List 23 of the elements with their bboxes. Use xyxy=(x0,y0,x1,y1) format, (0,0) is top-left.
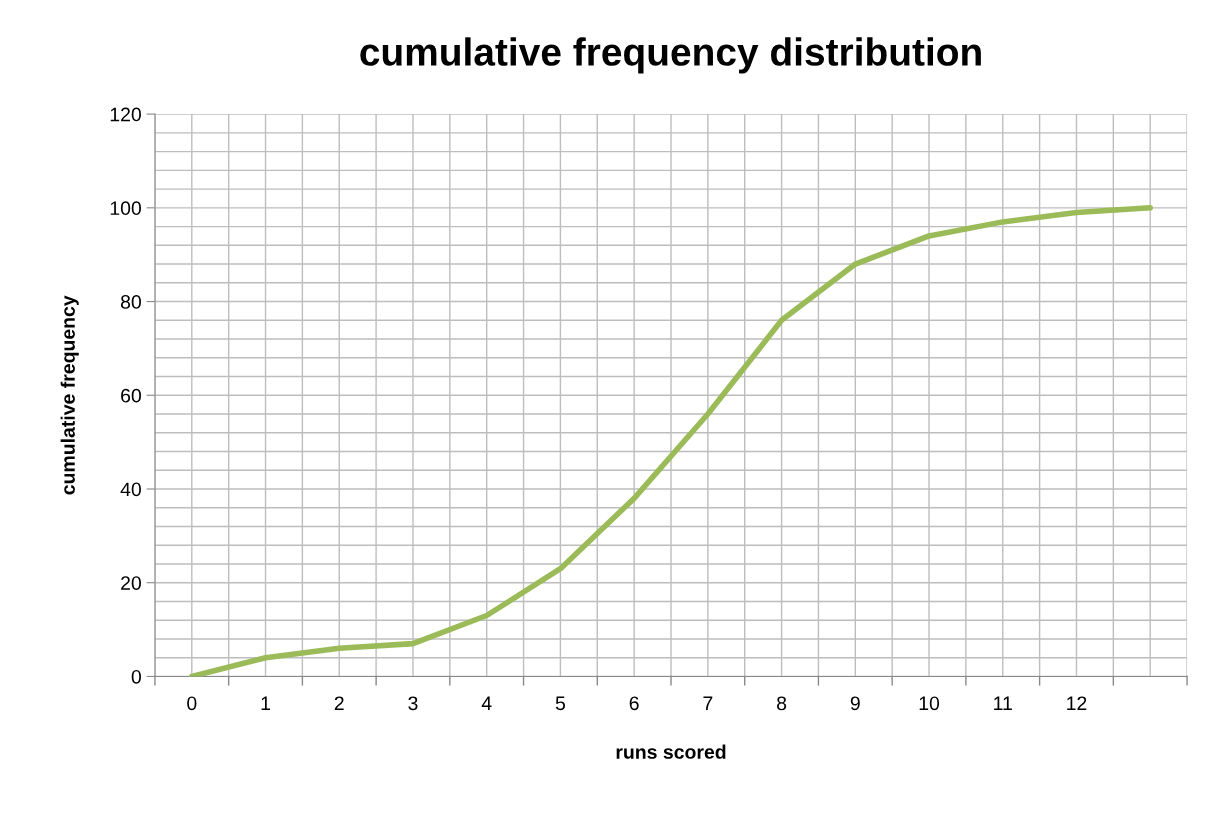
x-axis-title: runs scored xyxy=(616,744,726,759)
x-tick-label: 3 xyxy=(408,696,418,711)
y-tick-label: 80 xyxy=(120,295,141,309)
x-tick-label: 4 xyxy=(481,696,492,710)
y-tick-label: 100 xyxy=(110,201,141,216)
y-tick-label: 60 xyxy=(121,388,141,403)
x-tick-label: 11 xyxy=(994,696,1012,710)
x-tick-label: 6 xyxy=(629,696,639,711)
y-tick-label: 0 xyxy=(131,669,141,684)
x-tick-label: 1 xyxy=(261,696,270,710)
y-tick-label: 20 xyxy=(121,576,141,590)
x-tick-label: 5 xyxy=(555,696,566,711)
y-tick-label: 120 xyxy=(110,107,141,122)
x-tick-label: 2 xyxy=(334,696,344,710)
x-tick-label: 9 xyxy=(850,696,860,711)
chart-title: cumulative frequency distribution xyxy=(360,37,981,74)
x-tick-label: 12 xyxy=(1067,696,1087,710)
y-axis-title: cumulative frequency xyxy=(60,295,79,495)
x-tick-label: 0 xyxy=(187,696,197,711)
x-tick-label: 7 xyxy=(703,696,713,710)
y-tick-label: 40 xyxy=(120,482,141,497)
x-tick-label: 10 xyxy=(919,696,940,711)
x-tick-label: 8 xyxy=(777,696,787,711)
